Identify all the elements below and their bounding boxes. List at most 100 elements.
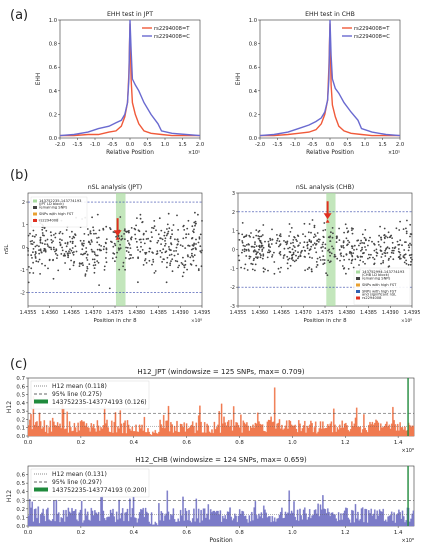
snp-point bbox=[194, 211, 196, 214]
snp-point bbox=[164, 240, 166, 242]
snp-point bbox=[73, 262, 75, 264]
x-tick-label: 1.0 bbox=[361, 142, 369, 148]
snp-point bbox=[297, 257, 299, 260]
snp-point bbox=[399, 239, 402, 242]
snp-point bbox=[380, 236, 382, 239]
snp-point bbox=[100, 245, 102, 247]
snp-point bbox=[306, 268, 309, 270]
rs2294008-marker bbox=[325, 219, 330, 223]
snp-point bbox=[32, 272, 35, 274]
snp-point bbox=[334, 255, 337, 258]
snp-point bbox=[396, 240, 399, 243]
snp-point bbox=[350, 262, 353, 264]
snp-point bbox=[176, 243, 179, 246]
snp-point bbox=[159, 256, 162, 258]
snp-point bbox=[245, 244, 248, 246]
nsl_jpt-xlabel: Position in chr 8 bbox=[93, 318, 137, 324]
snp-point bbox=[308, 223, 311, 225]
snp-point bbox=[35, 234, 37, 236]
snp-point bbox=[39, 241, 42, 244]
legend-box bbox=[30, 380, 150, 410]
snp-point bbox=[52, 246, 55, 249]
snp-point bbox=[183, 266, 186, 269]
snp-point bbox=[39, 248, 42, 251]
snp-point bbox=[373, 243, 376, 246]
snp-point bbox=[323, 222, 326, 224]
snp-point bbox=[269, 239, 272, 242]
snp-point bbox=[28, 266, 30, 268]
snp-point bbox=[148, 247, 151, 250]
snp-point bbox=[322, 229, 325, 232]
x-tick-label: 1.0 bbox=[288, 530, 297, 536]
y-tick-label: 0.4 bbox=[16, 401, 25, 407]
legend-marker bbox=[356, 283, 360, 287]
snp-point bbox=[292, 245, 295, 247]
snp-point bbox=[156, 241, 159, 244]
snp-point bbox=[351, 258, 354, 261]
snp-point bbox=[98, 229, 101, 232]
nsl_jpt-x-exponent: ×10⁸ bbox=[191, 318, 202, 324]
snp-point bbox=[197, 241, 200, 244]
snp-point bbox=[171, 270, 174, 273]
snp-point bbox=[91, 216, 93, 219]
snp-point bbox=[163, 231, 166, 234]
snp-point bbox=[54, 232, 57, 235]
snp-point bbox=[384, 249, 387, 252]
x-tick-label: 1.0 bbox=[161, 142, 169, 148]
snp-point bbox=[114, 260, 116, 263]
snp-point bbox=[69, 252, 71, 255]
snp-point bbox=[165, 234, 168, 237]
snp-point bbox=[159, 237, 162, 240]
snp-point bbox=[31, 240, 33, 242]
y-tick-label: 0.4 bbox=[249, 89, 258, 95]
snp-point bbox=[288, 223, 291, 225]
snp-point bbox=[292, 259, 294, 262]
snp-point bbox=[152, 258, 155, 261]
snp-point bbox=[41, 262, 43, 265]
snp-point bbox=[63, 253, 66, 255]
snp-point bbox=[306, 247, 309, 250]
snp-point bbox=[53, 234, 55, 236]
snp-point bbox=[44, 249, 47, 252]
y-tick-label: 0.6 bbox=[249, 65, 257, 71]
snp-point bbox=[69, 248, 71, 251]
snp-point bbox=[71, 242, 74, 245]
snp-point bbox=[91, 258, 94, 261]
x-tick-label: 1.5 bbox=[378, 142, 386, 148]
snp-point bbox=[66, 243, 69, 245]
snp-point bbox=[32, 229, 35, 232]
snp-point bbox=[252, 250, 255, 253]
x-tick-label: 0.6 bbox=[182, 440, 191, 446]
snp-point bbox=[96, 213, 99, 216]
snp-point bbox=[297, 255, 300, 258]
snp-point bbox=[308, 240, 311, 243]
snp-point bbox=[355, 248, 358, 251]
snp-point bbox=[93, 232, 95, 235]
snp-point bbox=[81, 243, 84, 246]
snp-point bbox=[69, 268, 71, 271]
snp-point bbox=[60, 253, 63, 255]
legend-label: 143752235-143774193 (0.126) bbox=[52, 399, 147, 406]
snp-point bbox=[46, 238, 49, 241]
snp-point bbox=[254, 269, 256, 272]
snp-point bbox=[345, 253, 348, 256]
snp-point bbox=[130, 238, 133, 241]
ehh_chb-chart: EHH test in CHB -2.0 -1.5 -1.0 -0.5 0.0 0.5 1.0… bbox=[236, 11, 404, 156]
x-tick-label: -2.0 bbox=[55, 142, 65, 148]
x-tick-label: 1.4380 bbox=[128, 310, 145, 316]
snp-point bbox=[50, 248, 53, 251]
snp-point bbox=[382, 260, 385, 262]
snp-point bbox=[409, 235, 411, 238]
snp-point bbox=[97, 261, 100, 264]
h12_jpt-title: H12_JPT (windowsize = 125 SNPs, max= 0.7… bbox=[137, 368, 304, 376]
snp-point bbox=[119, 216, 122, 218]
y-tick-label: 0.0 bbox=[49, 136, 57, 142]
snp-point bbox=[175, 250, 178, 252]
snp-point bbox=[264, 240, 266, 243]
y-tick-label: 1 bbox=[22, 223, 25, 229]
snp-point bbox=[198, 237, 201, 240]
snp-point bbox=[135, 224, 138, 227]
snp-point bbox=[70, 249, 73, 252]
snp-point bbox=[162, 248, 165, 251]
x-tick-label: 1.4360 bbox=[251, 310, 268, 316]
